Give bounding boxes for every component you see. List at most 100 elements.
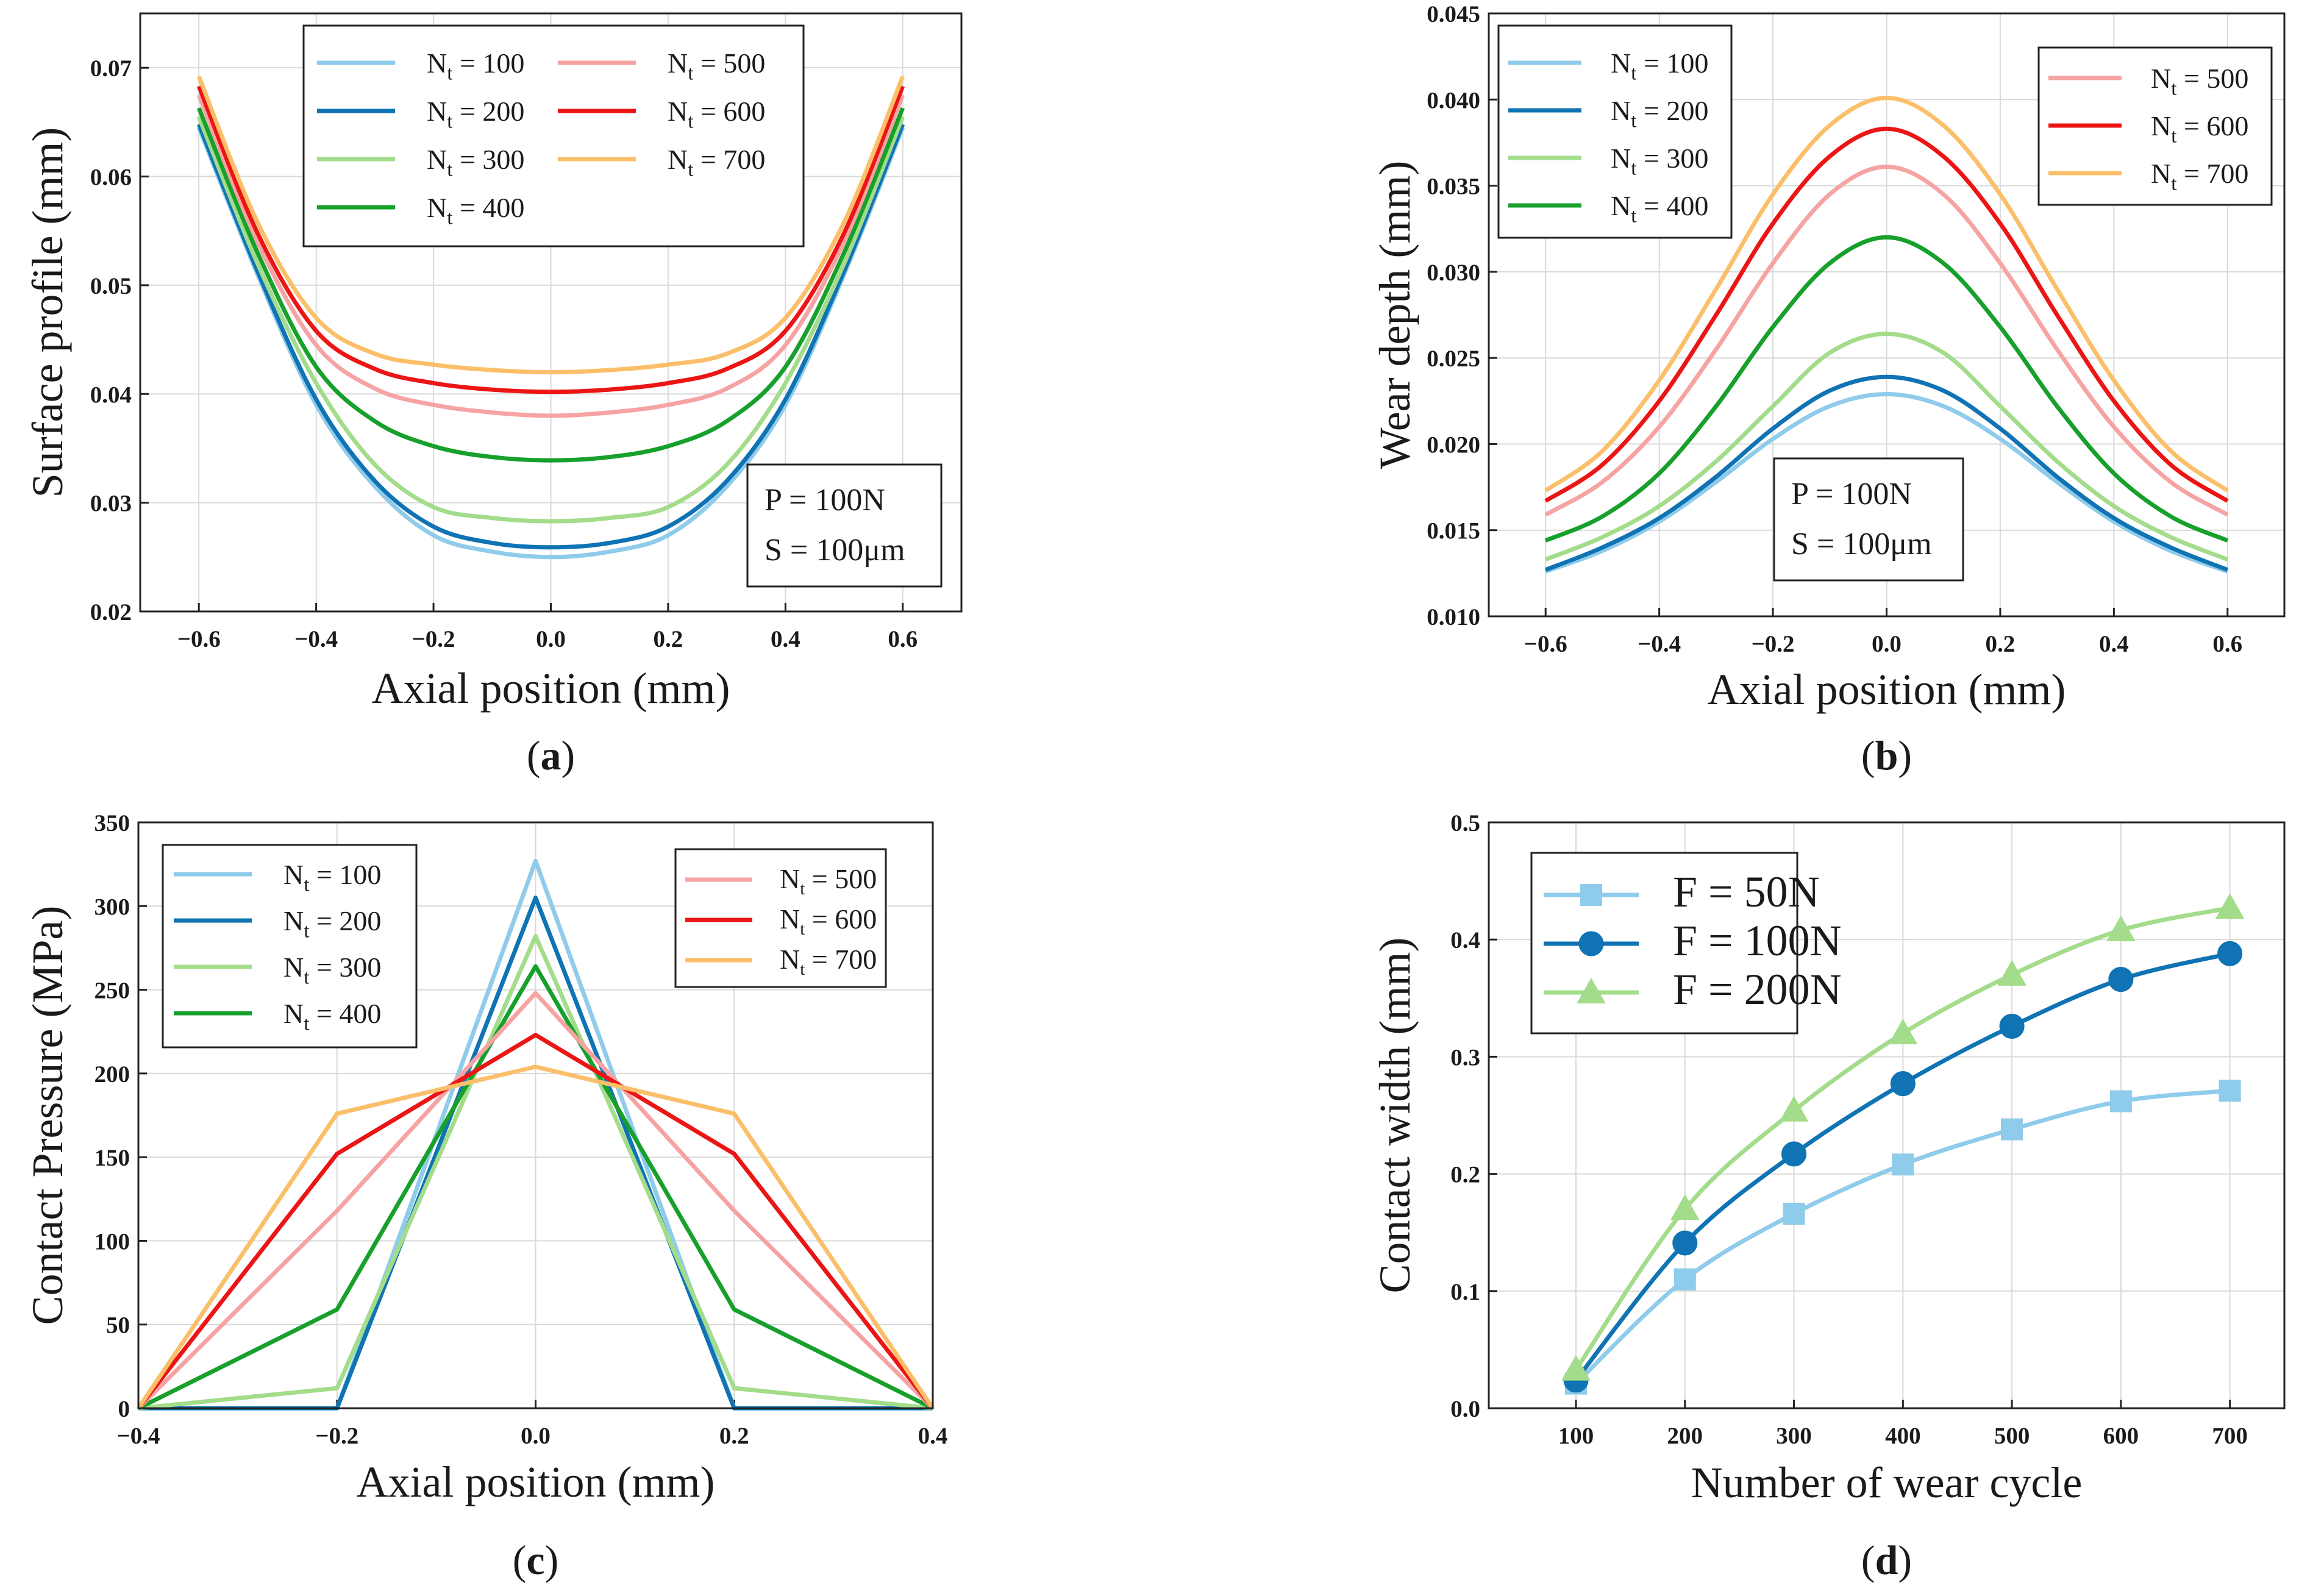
y-tick-label: 350	[94, 810, 130, 836]
series-line	[137, 1033, 935, 1410]
plot-frame	[139, 12, 963, 613]
legend-label: Nt = 300	[1611, 143, 1708, 180]
series-line	[137, 991, 935, 1410]
parameter-box	[746, 463, 943, 588]
parameter-text: S = 100μm	[765, 533, 905, 568]
x-tick-label: 500	[1994, 1423, 2030, 1449]
series-line	[1544, 164, 2229, 517]
y-tick-label: 200	[94, 1061, 130, 1088]
legend-label: Nt = 200	[427, 96, 524, 133]
data-point-circle	[1781, 1141, 1807, 1167]
series-line	[196, 116, 905, 524]
data-point-square	[1673, 1268, 1696, 1291]
legend-label: Nt = 300	[283, 952, 381, 989]
x-tick-label: 0.2	[1986, 631, 2016, 657]
x-tick-label: 700	[2212, 1423, 2248, 1449]
series-line	[196, 107, 905, 463]
x-axis-label: Axial position (mm)	[372, 664, 730, 713]
legend-label: Nt = 700	[2151, 158, 2248, 195]
x-tick-label: −0.4	[1638, 631, 1681, 657]
parameter-box	[1773, 457, 1964, 582]
data-point-triangle	[1779, 1095, 1809, 1122]
series-line	[137, 964, 934, 1411]
series-line	[196, 123, 905, 550]
y-tick-label: 0.020	[1427, 432, 1480, 458]
data-point-triangle	[2215, 893, 2245, 919]
legend-label: Nt = 500	[668, 48, 765, 85]
y-axis-label: Surface profile (mm)	[23, 127, 72, 498]
series-line	[1544, 235, 2229, 543]
legend-label: Nt = 700	[780, 944, 877, 979]
chart-contact-pressure: −0.4 −0.2 0.0 0.2 0.4 0 50 100 150 200 250 300 350 Ax…	[23, 810, 947, 1583]
y-tick-label: 0.07	[90, 55, 132, 82]
y-tick-label: 250	[94, 978, 130, 1004]
data-point-triangle	[2106, 915, 2136, 941]
data-point-triangle	[1577, 977, 1606, 1003]
series-lines	[1544, 95, 2229, 574]
x-tick-label: 0.0	[521, 1423, 551, 1449]
y-tick-label: 0.1	[1450, 1279, 1480, 1305]
panel-caption: (d)	[1861, 1537, 1912, 1583]
y-tick-label: 300	[94, 894, 130, 920]
parameter-text: P = 100N	[1791, 477, 1912, 511]
data-point-square	[2219, 1080, 2241, 1102]
y-tick-label: 0.040	[1427, 87, 1480, 113]
y-tick-label: 0.010	[1427, 604, 1480, 630]
y-tick-label: 0.03	[90, 491, 132, 517]
data-point-triangle	[1888, 1018, 1918, 1044]
data-point-square	[1580, 884, 1602, 906]
legend-label: Nt = 300	[427, 144, 524, 181]
y-tick-label: 0.02	[90, 599, 132, 625]
y-axis-label: Contact width (mm)	[1370, 938, 1419, 1294]
legend-label: F = 50N	[1673, 867, 1820, 916]
chart-surface-profile: −0.6 −0.4 −0.2 0.0 0.2 0.4 0.6 0.02 0.03 0.04 0.05…	[23, 12, 963, 778]
x-tick-label: 0.4	[2099, 631, 2129, 657]
legend: Nt = 100 Nt = 200 Nt = 300 Nt = 400 Nt = 500…	[1497, 24, 2273, 239]
x-tick-label: 0.0	[536, 626, 566, 652]
x-tick-label: 300	[1776, 1423, 1812, 1449]
chart-wear-depth: −0.6 −0.4 −0.2 0.0 0.2 0.4 0.6 0.010 0.015 0.020 0…	[1370, 1, 2286, 778]
y-tick-label: 0.06	[90, 165, 132, 191]
series-line	[196, 76, 905, 375]
series-line	[1544, 95, 2229, 493]
parameter-text: S = 100μm	[1791, 527, 1932, 561]
y-tick-label: 0.015	[1427, 518, 1480, 544]
series-line	[1544, 126, 2229, 503]
panel-caption: (b)	[1861, 732, 1912, 778]
y-axis-label: Contact Pressure (MPa)	[23, 906, 72, 1325]
legend: Nt = 100 Nt = 200 Nt = 300 Nt = 400 Nt = 500…	[302, 24, 805, 248]
series-line	[1544, 374, 2229, 572]
x-axis-label: Axial position (mm)	[357, 1458, 715, 1506]
data-point-triangle	[1561, 1355, 1591, 1381]
y-tick-label: 0.3	[1450, 1044, 1480, 1071]
legend: Nt = 100 Nt = 200 Nt = 300 Nt = 400 Nt = 500…	[162, 844, 887, 1049]
data-point-circle	[2217, 941, 2243, 966]
legend-label: Nt = 200	[283, 905, 381, 942]
legend-label: Nt = 400	[283, 998, 381, 1035]
y-axis-label: Wear depth (mm)	[1370, 160, 1419, 469]
plot-frame	[1488, 821, 2286, 1409]
y-tick-label: 100	[94, 1228, 130, 1255]
legend-label: Nt = 100	[283, 859, 381, 896]
x-tick-label: 400	[1885, 1423, 1921, 1449]
x-tick-label: 200	[1667, 1423, 1703, 1449]
x-tick-label: −0.2	[1752, 631, 1795, 657]
y-tick-label: 0.025	[1427, 346, 1480, 372]
legend-label: F = 100N	[1673, 916, 1842, 965]
x-axis-label: Axial position (mm)	[1708, 665, 2066, 714]
x-tick-label: −0.2	[412, 626, 455, 652]
series-line	[196, 94, 905, 418]
legend-label: Nt = 200	[1611, 95, 1708, 132]
legend-label: Nt = 600	[668, 96, 765, 133]
panel-caption: (a)	[527, 732, 575, 778]
y-tick-label: 0.2	[1450, 1162, 1480, 1188]
plot-frame	[137, 821, 934, 1409]
series-lines	[196, 76, 905, 560]
chart-contact-width: 100 200 300 400 500 600 700 0.0 0.1 0.2 0.3 0.4 0.5 N…	[1370, 810, 2286, 1583]
data-point-triangle	[1997, 960, 2026, 986]
data-point-square	[1892, 1153, 1914, 1176]
legend-label: Nt = 100	[1611, 48, 1708, 85]
data-point-circle	[1999, 1013, 2025, 1039]
x-tick-label: 0.6	[888, 626, 918, 652]
